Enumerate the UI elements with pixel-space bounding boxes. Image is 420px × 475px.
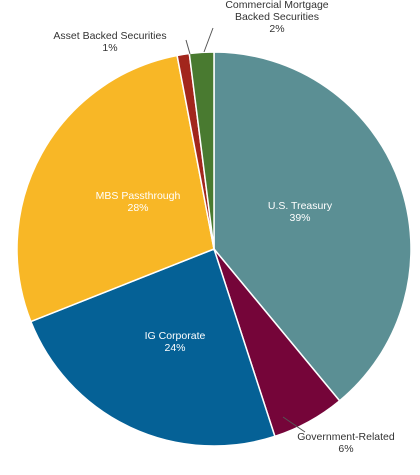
slice-name-label-commercial-mortgage-backed-securities: Backed Securities — [235, 11, 319, 23]
leader-line-commercial-mortgage-backed-securities — [203, 27, 214, 53]
leader-line-government-related — [282, 416, 306, 433]
slice-value-label-government-related: 6% — [338, 443, 353, 455]
slice-value-label-asset-backed-securities: 1% — [102, 42, 117, 54]
pie-slice-ig-corporate — [29, 248, 276, 447]
slice-name-label-government-related: Government-Related — [297, 431, 395, 443]
slice-name-label-asset-backed-securities: Asset Backed Securities — [53, 30, 166, 42]
slice-name-label-ig-corporate: IG Corporate — [145, 330, 206, 342]
pie-slice-commercial-mortgage-backed-securities — [188, 51, 215, 250]
slice-value-label-commercial-mortgage-backed-securities: 2% — [269, 23, 284, 35]
slice-name-label-mbs-passthrough: MBS Passthrough — [96, 190, 181, 202]
pie-slice-u-s-treasury — [213, 51, 412, 402]
slice-name-label-commercial-mortgage-backed-securities: Commercial Mortgage — [225, 0, 328, 11]
pie-slice-mbs-passthrough — [16, 54, 215, 323]
slice-value-label-u-s-treasury: 39% — [289, 212, 310, 224]
slice-value-label-ig-corporate: 24% — [164, 342, 185, 354]
slice-value-label-mbs-passthrough: 28% — [127, 202, 148, 214]
leader-line-asset-backed-securities — [185, 39, 191, 55]
slice-name-label-u-s-treasury: U.S. Treasury — [268, 200, 333, 212]
